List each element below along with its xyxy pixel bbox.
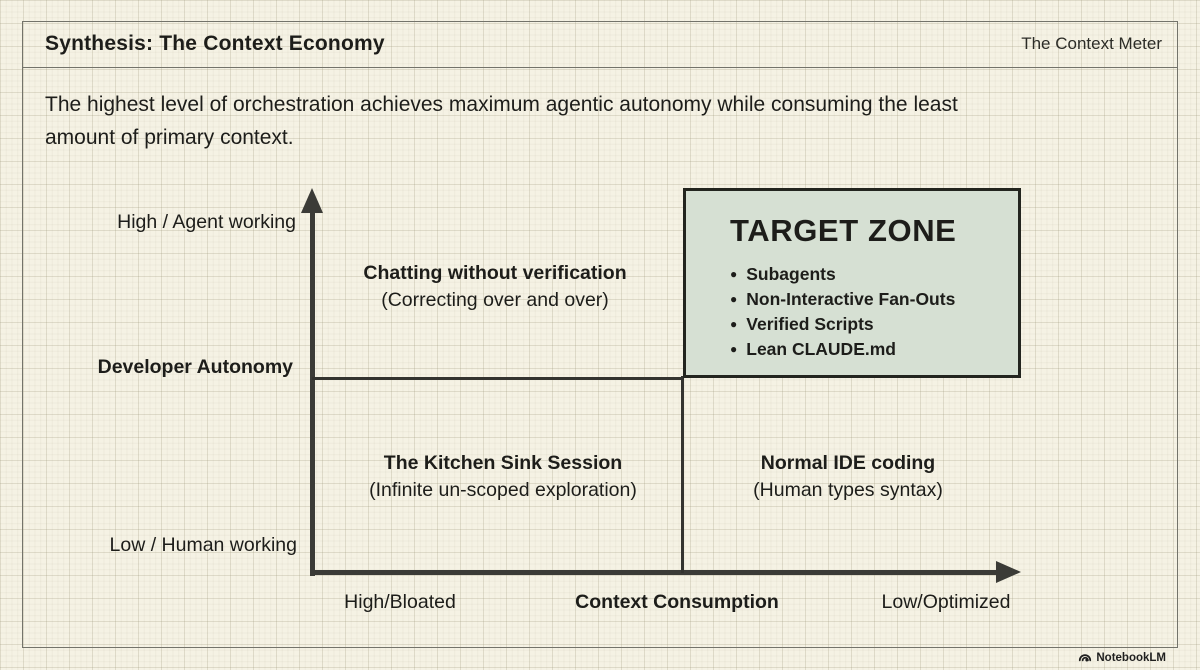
target-zone-list: ● Subagents ● Non-Interactive Fan-Outs ●… — [730, 262, 1008, 362]
notebooklm-label: NotebookLM — [1096, 652, 1166, 664]
target-zone-item-label: Verified Scripts — [746, 314, 874, 334]
quadrant-vertical-divider — [681, 376, 684, 573]
notebooklm-icon — [1079, 654, 1092, 662]
bullet-icon: ● — [730, 267, 738, 281]
slide-frame — [22, 21, 1178, 648]
quadrant-bottom-right: Normal IDE coding (Human types syntax) — [688, 450, 1008, 504]
y-axis-label-low: Low / Human working — [109, 534, 298, 556]
quadrant-title: Chatting without verification — [363, 262, 627, 284]
x-axis-label-low-optimized: Low/Optimized — [881, 591, 1011, 613]
y-axis-title: Developer Autonomy — [97, 356, 293, 378]
context-meter-label: The Context Meter — [1021, 34, 1162, 53]
target-zone-item: ● Non-Interactive Fan-Outs — [730, 287, 1008, 312]
target-zone-box: TARGET ZONE ● Subagents ● Non-Interactiv… — [683, 188, 1021, 378]
y-axis-label-high: High / Agent working — [117, 211, 296, 233]
target-zone-item: ● Lean CLAUDE.md — [730, 337, 1008, 362]
bullet-icon: ● — [730, 317, 738, 331]
bullet-icon: ● — [730, 342, 738, 356]
target-zone-item-label: Lean CLAUDE.md — [746, 339, 896, 359]
quadrant-subtitle: (Infinite un-scoped exploration) — [369, 479, 637, 501]
subtitle-text: The highest level of orchestration achie… — [45, 93, 958, 149]
y-axis-line — [310, 206, 315, 576]
x-axis-title: Context Consumption — [575, 591, 779, 613]
x-axis-line — [310, 570, 998, 575]
quadrant-title: The Kitchen Sink Session — [383, 452, 623, 474]
target-zone-item-label: Subagents — [746, 264, 836, 284]
target-zone-item: ● Verified Scripts — [730, 312, 1008, 337]
page-title: Synthesis: The Context Economy — [45, 32, 385, 55]
x-axis-arrow-icon — [996, 561, 1021, 583]
header-row: Synthesis: The Context Economy The Conte… — [22, 21, 1178, 68]
quadrant-subtitle: (Human types syntax) — [753, 479, 943, 501]
x-axis-label-high-bloated: High/Bloated — [344, 591, 456, 613]
quadrant-horizontal-divider — [312, 377, 684, 380]
notebooklm-logo: NotebookLM — [1078, 650, 1166, 666]
target-zone-title: TARGET ZONE — [730, 213, 957, 248]
bullet-icon: ● — [730, 292, 738, 306]
quadrant-top-left: Chatting without verification (Correctin… — [320, 260, 670, 314]
quadrant-bottom-left: The Kitchen Sink Session (Infinite un-sc… — [328, 450, 678, 504]
quadrant-title: Normal IDE coding — [760, 452, 936, 474]
target-zone-item: ● Subagents — [730, 262, 1008, 287]
quadrant-subtitle: (Correcting over and over) — [381, 289, 609, 311]
target-zone-item-label: Non-Interactive Fan-Outs — [746, 289, 956, 309]
y-axis-arrow-icon — [301, 188, 323, 213]
